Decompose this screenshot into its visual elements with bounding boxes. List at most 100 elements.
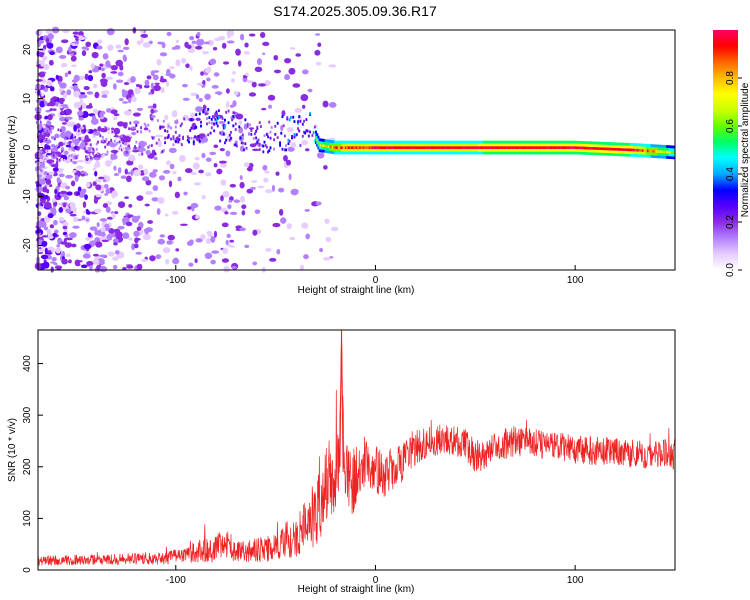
spectrogram-cell bbox=[541, 143, 544, 147]
spectrogram-cell bbox=[329, 139, 332, 143]
spectrogram-cell bbox=[551, 140, 553, 144]
spectrogram-cell bbox=[335, 146, 338, 149]
spectrogram-cell bbox=[362, 148, 365, 152]
spectrogram-cell bbox=[474, 148, 477, 152]
spectrogram-cell bbox=[458, 151, 461, 155]
spectrogram-cell bbox=[606, 147, 609, 151]
spectrogram-cell bbox=[85, 41, 92, 48]
spectrogram-cell bbox=[413, 148, 416, 152]
spectrogram-cell bbox=[362, 143, 365, 147]
spectrogram-cell bbox=[488, 146, 491, 149]
spectrogram-cell bbox=[498, 140, 501, 144]
spectrogram-cell bbox=[651, 155, 654, 158]
spectrogram-cell bbox=[133, 169, 142, 177]
spectrogram-cell bbox=[424, 148, 426, 152]
spectrogram-cell bbox=[55, 145, 57, 149]
spectrogram-cell bbox=[440, 146, 443, 149]
spectrogram-cell bbox=[287, 146, 295, 152]
spectrogram-cell bbox=[86, 210, 91, 215]
spectrogram-cell bbox=[147, 145, 150, 149]
spectrogram-cell bbox=[631, 143, 634, 146]
spectrogram-cell bbox=[466, 140, 468, 144]
spectrogram-cell bbox=[443, 143, 446, 147]
spectrogram-cell bbox=[155, 134, 164, 138]
spectrogram-cell bbox=[392, 143, 395, 147]
spectrogram-cell bbox=[639, 154, 642, 158]
spectrogram-cell bbox=[406, 140, 409, 144]
spectrogram-cell bbox=[527, 140, 530, 144]
spectrogram-cell bbox=[40, 59, 45, 67]
spectrogram-cell bbox=[561, 143, 564, 147]
spectrogram-cell bbox=[104, 160, 112, 167]
spectrogram-cell bbox=[190, 171, 197, 175]
spectrogram-cell bbox=[372, 148, 375, 152]
spectrogram-cell bbox=[578, 151, 581, 155]
spectrogram-cell bbox=[185, 63, 190, 69]
spectrogram-cell bbox=[390, 151, 393, 155]
spectrogram-cell bbox=[131, 215, 140, 223]
spectrogram-cell bbox=[621, 145, 624, 149]
spectrogram-cell bbox=[97, 152, 99, 156]
spectrogram-cell bbox=[458, 148, 461, 152]
snr-y-axis-label: SNR (10 * v/v) bbox=[7, 418, 18, 482]
spectrogram-cell bbox=[321, 144, 323, 147]
spectrogram-cell bbox=[625, 145, 628, 149]
spectrogram-cell bbox=[150, 108, 155, 114]
spectrogram-cell bbox=[119, 64, 124, 71]
spectrogram-cell bbox=[164, 136, 167, 140]
spectrogram-cell bbox=[472, 143, 474, 147]
spectrogram-cell bbox=[567, 143, 570, 147]
spectrogram-cell bbox=[472, 151, 474, 155]
spectrogram-cell bbox=[460, 140, 462, 144]
spectrogram-cell bbox=[195, 106, 203, 113]
colorbar-ticks: 0.00.20.40.60.8 bbox=[725, 71, 742, 277]
spectrogram-cell bbox=[355, 148, 358, 152]
spectrogram-cell bbox=[585, 149, 588, 153]
spectrogram-cell bbox=[553, 146, 556, 149]
spectrogram-cell bbox=[605, 152, 607, 156]
spectrogram-cell bbox=[122, 46, 130, 50]
spectrogram-cell bbox=[117, 49, 124, 53]
spectrogram-cell bbox=[585, 152, 588, 155]
spectrogram-cell bbox=[600, 152, 603, 156]
spectrogram-cell bbox=[60, 241, 68, 245]
spectrogram-cell bbox=[145, 179, 152, 186]
spectrogram-cell bbox=[637, 143, 640, 147]
spectrogram-cell bbox=[657, 150, 660, 153]
spectrogram-cell bbox=[50, 143, 56, 148]
spectrogram-cell bbox=[222, 247, 229, 254]
spectrogram-cell bbox=[631, 145, 634, 149]
spectrogram-cell bbox=[640, 143, 643, 147]
spectrogram-cell bbox=[51, 155, 54, 159]
spectrogram-cell bbox=[82, 253, 91, 259]
spectrogram-cell bbox=[516, 151, 519, 155]
spectrogram-cell bbox=[404, 143, 407, 147]
spectrogram-cell bbox=[201, 152, 206, 159]
spectrogram-cell bbox=[66, 191, 73, 196]
spectrogram-cell bbox=[207, 107, 210, 111]
spectrogram-cell bbox=[454, 143, 456, 147]
spectrogram-cell bbox=[456, 151, 459, 155]
spectrogram-cell bbox=[440, 140, 443, 144]
snr-frame bbox=[37, 329, 676, 571]
spectrogram-cell bbox=[448, 146, 450, 149]
spectrogram-cell bbox=[600, 141, 603, 145]
spectrogram-frame bbox=[37, 29, 676, 271]
spectrogram-cell bbox=[39, 159, 42, 163]
spectrogram-cell bbox=[372, 151, 375, 155]
spectrogram-cell bbox=[437, 148, 440, 152]
spectrogram-cell bbox=[386, 151, 389, 155]
spectrogram-cell bbox=[144, 142, 147, 146]
spectrogram-cell bbox=[190, 202, 199, 209]
spectrogram-cell bbox=[488, 148, 491, 152]
spectrogram-cell bbox=[570, 143, 573, 147]
spectrogram-cell bbox=[155, 254, 162, 260]
spectrogram-cell bbox=[664, 153, 667, 156]
spectrogram-cell bbox=[334, 146, 337, 149]
spectrogram-cell bbox=[668, 153, 671, 157]
spectrogram-cell bbox=[244, 244, 250, 248]
spectrogram-cell bbox=[116, 141, 119, 145]
spectrogram-cell bbox=[501, 148, 504, 152]
spectrogram-cell bbox=[646, 154, 649, 158]
spectrogram-cell bbox=[210, 126, 213, 130]
